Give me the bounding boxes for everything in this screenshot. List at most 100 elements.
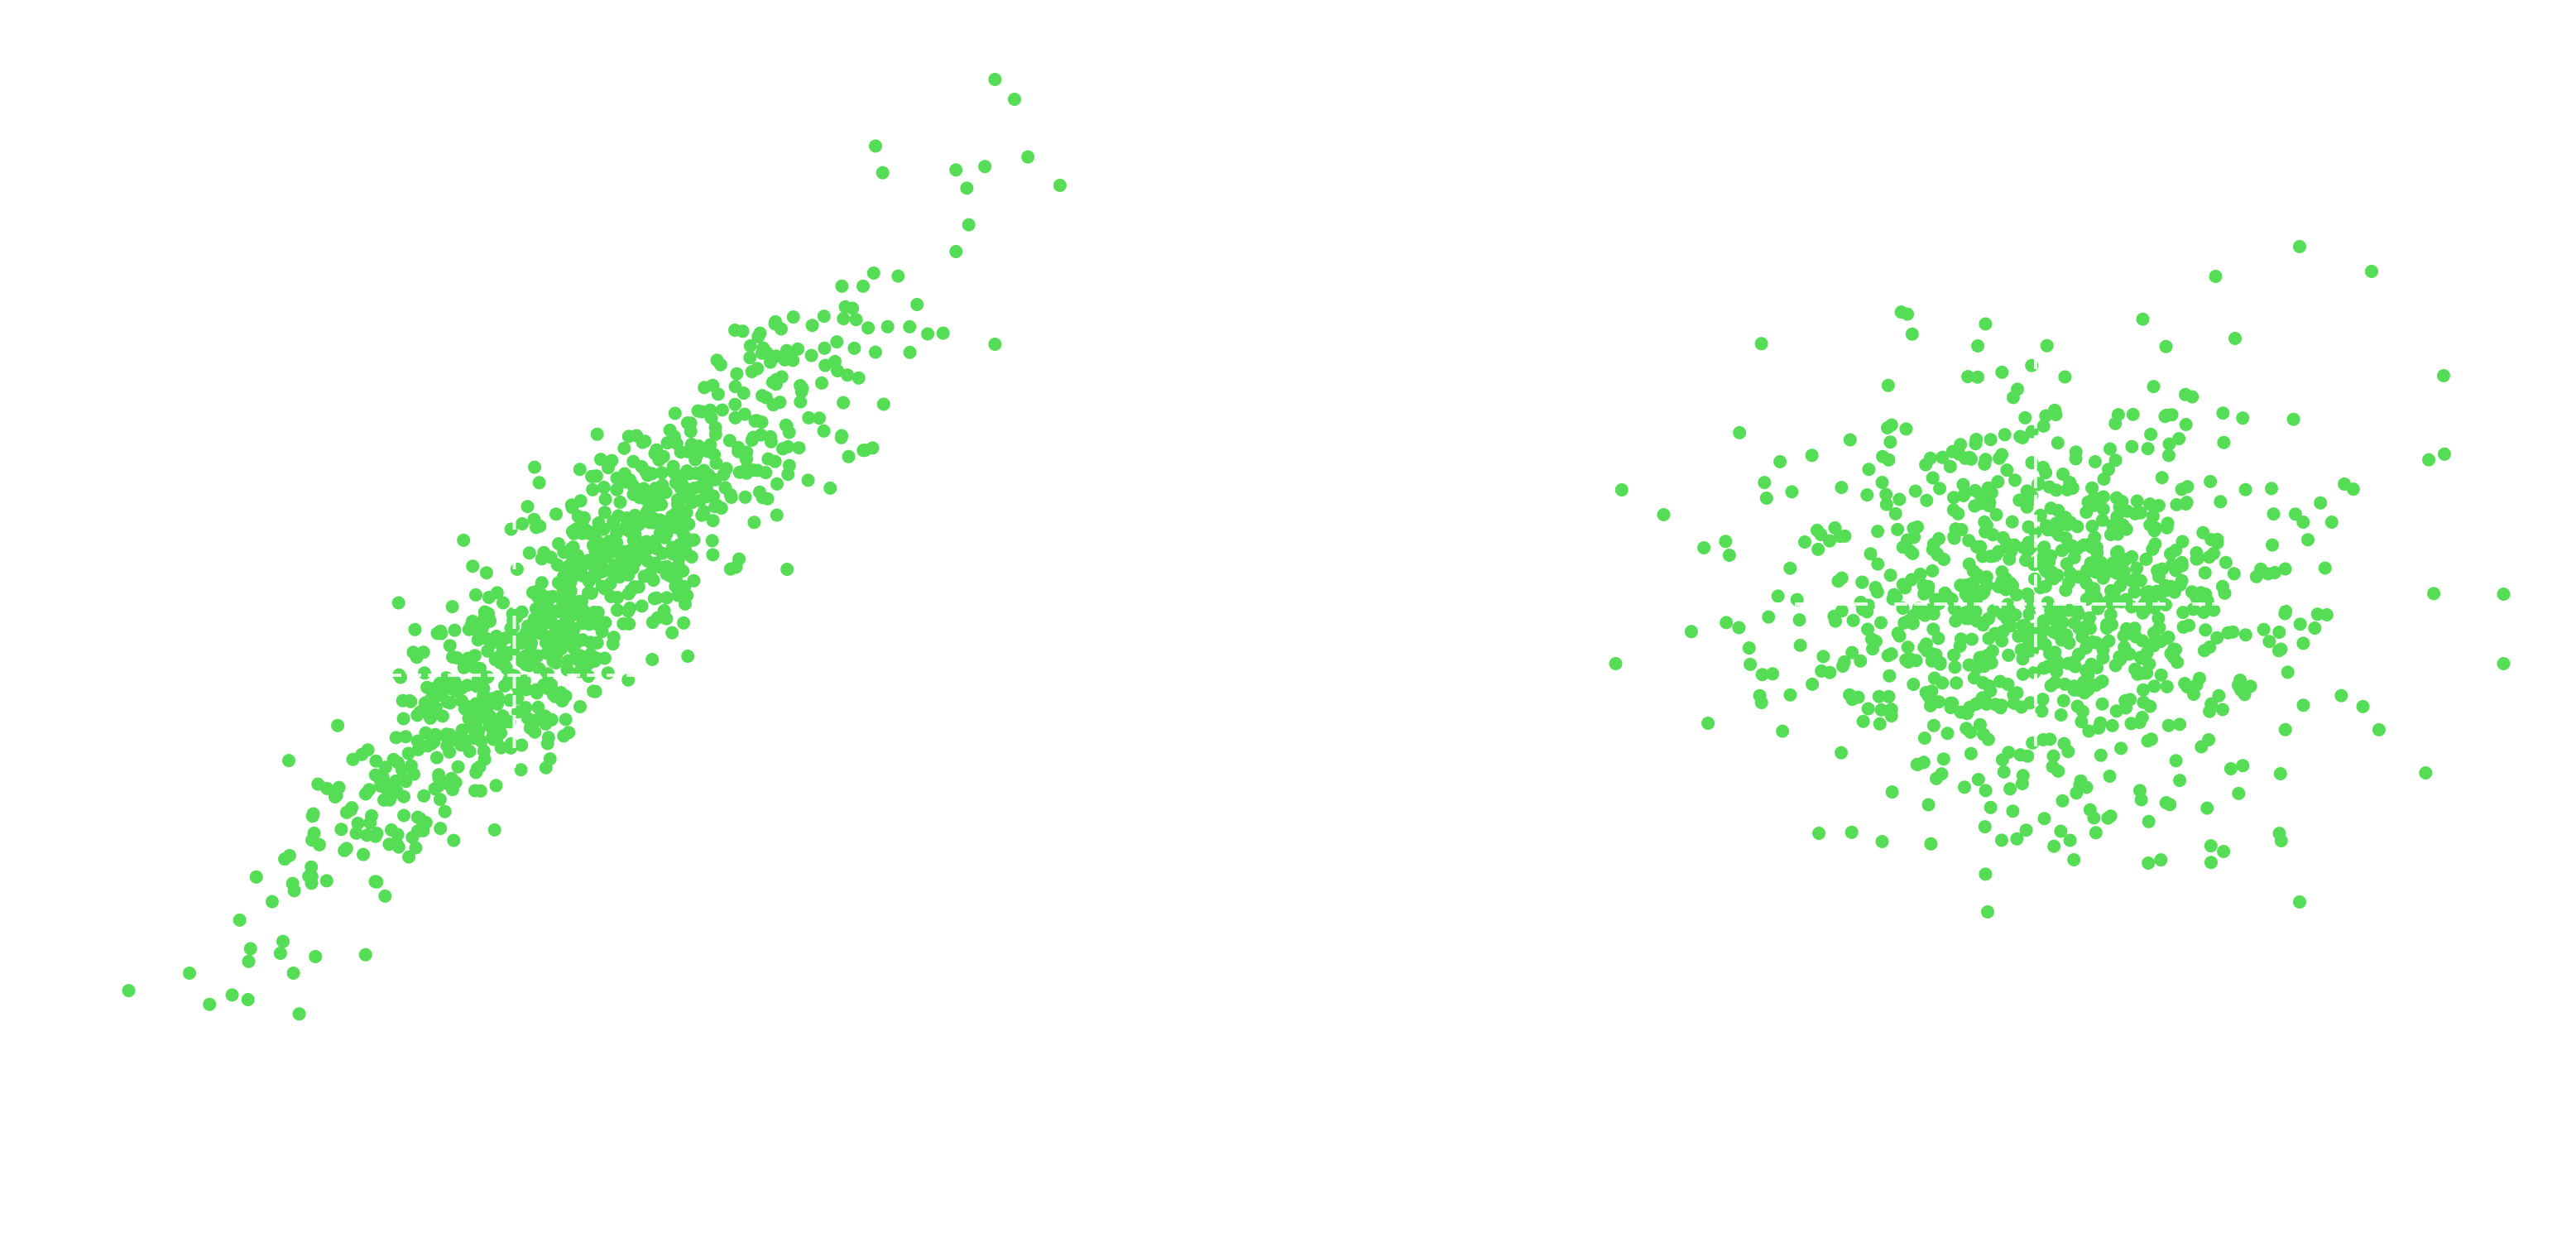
scatter-point [730,367,744,381]
scatter-point [409,841,423,855]
scatter-point [520,500,535,514]
scatter-point [523,721,537,735]
scatter-point [368,875,382,889]
scatter-point [536,592,549,607]
scatter-point [1984,433,1998,447]
scatter-point [2219,555,2233,569]
scatter-point [2040,338,2054,353]
scatter-point [2314,496,2328,510]
scatter-point [563,559,576,573]
scatter-point [466,559,480,573]
scatter-point [1996,530,2010,544]
scatter-point [1771,589,1785,603]
scatter-point [2165,408,2179,422]
scatter-point [361,743,375,757]
scatter-point [278,852,292,866]
scatter-point [1874,703,1888,717]
scatter-point [1905,573,1919,587]
scatter-point [678,580,692,593]
scatter-point [2130,494,2144,508]
scatter-point [2056,794,2070,808]
scatter-point [1805,449,1819,463]
scatter-point [2117,564,2131,578]
scatter-point [2119,621,2133,636]
scatter-point [458,698,473,712]
scatter-point [2169,754,2183,768]
scatter-point [2088,455,2102,468]
scatter-point [389,774,403,788]
scatter-point [703,403,717,417]
scatter-point [433,793,447,807]
scatter-point [2050,664,2064,679]
scatter-point [2087,498,2101,512]
scatter-point [1866,642,1879,656]
scatter-point [1995,365,2009,379]
scatter-point [1921,583,1935,597]
scatter-point [650,541,664,555]
scatter-point [2196,525,2210,540]
scatter-point [1785,485,1799,499]
scatter-point [2108,659,2123,673]
scatter-point [1881,649,1895,663]
scatter-point [1889,590,1903,604]
scatter-point [2197,644,2211,658]
scatter-point [2058,370,2072,384]
scatter-point [1883,435,1897,449]
scatter-point [1793,638,1807,652]
scatter-point [1954,632,1968,646]
scatter-point [1979,867,1993,881]
scatter-point [2075,715,2089,729]
scatter-point [677,616,691,630]
scatter-point [449,775,463,789]
scatter-point [837,396,851,410]
scatter-point [1982,499,1996,513]
scatter-point [2422,453,2436,467]
scatter-point [1854,654,1868,668]
scatter-point [573,700,587,713]
scatter-point [1875,835,1889,848]
scatter-point [573,463,587,477]
scatter-point [1758,476,1772,490]
scatter-point [432,770,446,784]
scatter-point [1865,632,1878,646]
scatter-point [610,603,624,617]
scatter-point [590,427,604,441]
scatter-point [460,679,474,693]
scatter-point [649,482,662,496]
scatter-point [487,823,501,837]
scatter-point [745,433,759,447]
scatter-point [2319,608,2334,621]
scatter-point [1924,837,1938,851]
scatter-point [591,523,604,537]
scatter-point [1856,714,1870,728]
scatter-point [539,636,553,650]
scatter-point [1885,785,1899,799]
scatter-point [1881,378,1895,392]
scatter-point [1962,534,1976,548]
scatter-point [286,967,300,980]
scatter-point [2136,666,2149,680]
scatter-point [880,319,895,333]
scatter-point [1762,610,1776,624]
scatter-point [528,460,542,474]
scatter-point [249,870,263,884]
scatter-point [546,589,560,603]
scatter-point [1926,564,1940,578]
scatter-point [428,782,442,796]
scatter-point [292,1007,306,1021]
scatter-point [1021,150,1035,164]
scatter-point [1947,531,1961,545]
scatter-point [801,473,815,487]
scatter-point [526,619,540,633]
scatter-point [418,666,431,680]
scatter-point [1975,549,1989,564]
scatter-point [2217,435,2231,449]
scatter-point [1609,657,1623,670]
scatter-point [2089,565,2103,579]
scatter-point [1958,780,1971,794]
scatter-point [339,842,353,856]
scatter-point [443,745,457,759]
scatter-point [243,942,257,956]
scatter-point [794,395,808,409]
scatter-point [708,427,722,441]
